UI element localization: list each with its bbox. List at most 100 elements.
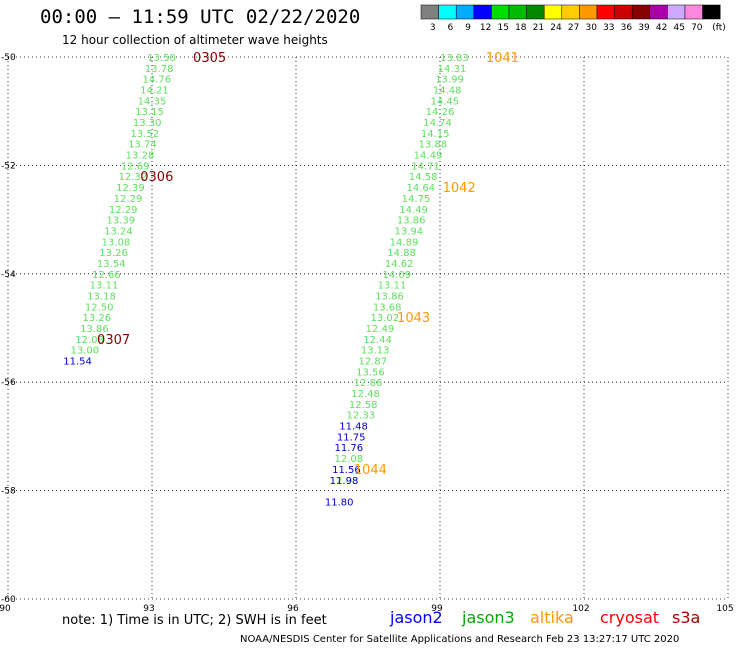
swh-point: 11.98 [330,476,359,487]
satellite-legend-item: s3a [672,608,701,627]
x-tick-label: 96 [287,604,299,614]
x-tick-label: 105 [716,604,733,614]
swh-point: 14.75 [402,194,431,205]
swh-point: 12.50 [85,302,114,313]
swh-point: 13.99 [435,75,464,86]
swh-point: 13.11 [378,281,407,292]
legend-swatch [631,4,651,20]
y-tick-label: -54 [1,270,16,280]
swh-values: 13.5013.7814.7614.2114.3513.1513.3013.52… [63,53,468,508]
satellite-legend-item: cryosat [600,608,660,627]
swh-point: 14.64 [406,183,435,194]
swh-point: 13.18 [87,291,116,302]
swh-point: 11.75 [337,432,366,443]
swh-point: 14.49 [414,151,443,162]
swh-point: 13.50 [147,53,176,64]
swh-point: 13.86 [375,291,404,302]
swh-point: 11.48 [339,422,368,433]
y-axis-ticks: -50 -52 -54 -56 -58 -60 [1,53,16,605]
legend-label: 9 [465,23,471,33]
swh-point: 13.02 [370,313,399,324]
legend-label: 42 [656,23,667,33]
satellite-legend-item: altika [530,608,574,627]
swh-point: 13.83 [440,53,469,64]
swh-point: 13.13 [361,346,390,357]
swh-point: 12.32 [118,172,147,183]
swh-point: 11.56 [332,465,361,476]
legend-label: 24 [550,23,562,33]
legend-label: 15 [497,23,508,33]
x-tick-label: 102 [572,604,589,614]
legend-label: 30 [585,23,597,33]
pass-label: 0305 [193,51,226,66]
swh-point: 14.58 [409,172,438,183]
satellite-legend-item: jason2 [390,608,443,627]
swh-point: 14.26 [426,107,455,118]
legend-swatch [473,4,492,20]
swh-point: 12.29 [109,205,138,216]
swh-point: 14.49 [399,205,428,216]
y-tick-label: -56 [1,378,16,388]
swh-point: 14.74 [423,118,452,129]
swh-point: 13.78 [145,64,174,75]
swh-point: 14.88 [387,248,416,259]
legend-swatch [596,4,615,20]
swh-point: 13.15 [135,107,164,118]
legend-unit: (ft) [712,23,726,33]
legend-label: 21 [533,23,544,33]
swh-point: 12.87 [358,357,387,368]
swh-point: 14.48 [433,86,462,97]
swh-point: 12.66 [92,270,121,281]
legend-swatch [702,4,721,20]
swh-point: 12.86 [354,378,383,389]
legend-swatch [684,4,703,20]
swh-point: 13.68 [373,302,402,313]
legend-swatch [667,4,686,20]
pass-label: 1042 [443,181,476,196]
swh-point: 13.54 [97,259,126,270]
swh-point: 14.15 [421,129,450,140]
credit-line: NOAA/NESDIS Center for Satellite Applica… [240,634,680,645]
swh-point: 13.86 [397,216,426,227]
swh-point: 13.26 [99,248,128,259]
swh-point: 14.62 [385,259,414,270]
swh-point: 13.74 [128,140,157,151]
legend-swatch [420,4,439,20]
legend-label: 12 [480,23,491,33]
swh-point: 13.86 [80,324,109,335]
chart-grid [7,56,729,600]
y-tick-label: -60 [1,595,16,605]
swh-point: 14.31 [438,64,467,75]
swh-point: 12.58 [349,400,378,411]
legend-swatch [561,4,580,20]
swh-point: 12.48 [351,389,380,400]
swh-point: 13.56 [356,367,385,378]
swh-point: 11.54 [63,357,92,368]
swh-point: 12.69 [121,161,150,172]
swh-point: 12.49 [366,324,395,335]
legend-label: 3 [430,23,436,33]
y-tick-label: -52 [1,161,16,171]
page-title: 00:00 – 11:59 UTC 02/22/2020 [40,6,361,28]
pass-label: 1043 [397,311,430,326]
page-subtitle: 12 hour collection of altimeter wave hei… [62,33,328,47]
legend-swatch [526,4,545,20]
legend-swatch [579,4,598,20]
x-tick-label: 90 [0,604,11,614]
swh-point: 12.33 [346,411,375,422]
legend-swatch [508,4,527,20]
swh-point: 13.11 [90,281,119,292]
swh-point: 13.28 [126,151,155,162]
swh-point: 12.08 [75,335,104,346]
x-axis-ticks: 90 93 96 99 102 105 [0,604,734,614]
legend-label: 70 [691,23,703,33]
swh-point: 13.94 [394,226,423,237]
swh-point: 11.80 [325,497,354,508]
legend-label: 39 [638,23,650,33]
legend-swatch [543,4,563,20]
swh-point: 13.08 [102,237,131,248]
pass-labels: 0305 0306 0307 1041 1042 1043 1044 [97,51,519,478]
footnote: note: 1) Time is in UTC; 2) SWH is in fe… [62,613,327,628]
pass-label: 1041 [486,51,519,66]
